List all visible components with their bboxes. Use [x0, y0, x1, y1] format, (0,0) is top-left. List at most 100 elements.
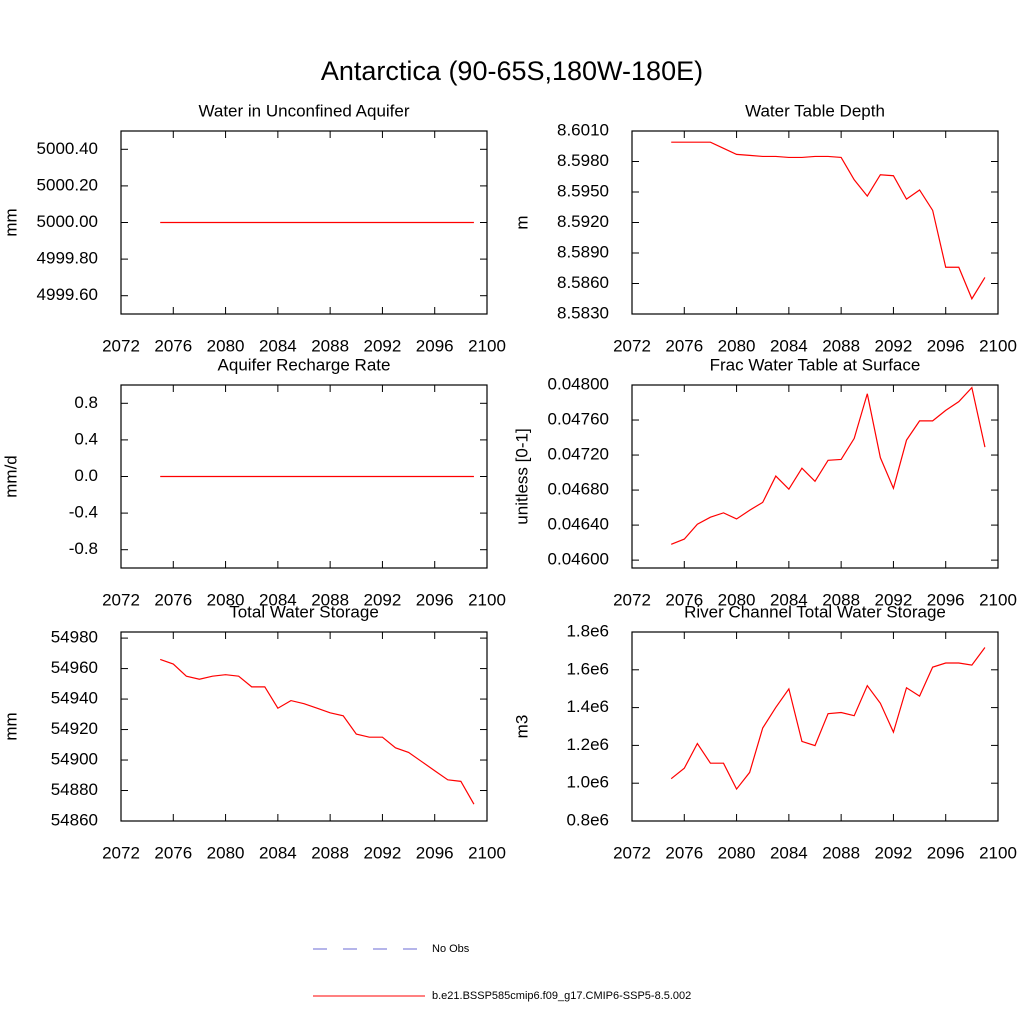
x-tick-label: 2092: [875, 336, 913, 355]
x-tick-label: 2072: [102, 590, 140, 609]
x-tick-label: 2096: [927, 590, 965, 609]
y-axis-label: unitless [0-1]: [512, 428, 531, 524]
x-tick-label: 2100: [979, 843, 1017, 862]
y-axis-label: m: [512, 215, 531, 229]
x-tick-label: 2084: [770, 590, 808, 609]
x-tick-label: 2088: [311, 590, 349, 609]
y-tick-label: 54960: [51, 658, 98, 677]
x-tick-label: 2088: [311, 843, 349, 862]
y-tick-label: 54860: [51, 810, 98, 829]
x-tick-label: 2080: [718, 336, 756, 355]
x-tick-label: 2084: [259, 590, 297, 609]
y-tick-label: 0.8: [74, 393, 98, 412]
y-tick-label: 5000.40: [37, 139, 98, 158]
y-tick-label: 8.5980: [557, 151, 609, 170]
legend-label: No Obs: [432, 943, 470, 955]
x-tick-label: 2100: [979, 590, 1017, 609]
legend-label: b.e21.BSSP585cmip6.f09_g17.CMIP6-SSP5-8.…: [432, 990, 691, 1002]
figure-title: Antarctica (90-65S,180W-180E): [321, 56, 703, 86]
x-tick-label: 2100: [468, 843, 506, 862]
y-tick-label: 8.5860: [557, 273, 609, 292]
x-tick-label: 2072: [102, 843, 140, 862]
y-tick-label: 8.5890: [557, 242, 609, 261]
x-tick-label: 2076: [154, 843, 192, 862]
y-tick-label: 0.04680: [548, 480, 609, 499]
x-tick-label: 2096: [416, 336, 454, 355]
panel-title: Water in Unconfined Aquifer: [198, 101, 409, 120]
y-tick-label: 1.8e6: [566, 621, 609, 640]
y-tick-label: 54980: [51, 628, 98, 647]
y-axis-label: mm: [1, 208, 20, 236]
x-tick-label: 2076: [665, 336, 703, 355]
y-tick-label: -0.8: [69, 539, 98, 558]
plot-frame: [120, 631, 488, 822]
x-tick-label: 2076: [665, 843, 703, 862]
data-line: [670, 386, 986, 545]
plot-frame: [631, 631, 999, 822]
panel-title: Aquifer Recharge Rate: [218, 355, 391, 374]
plot-frame: [631, 130, 999, 315]
x-tick-label: 2072: [102, 336, 140, 355]
y-tick-label: 54880: [51, 780, 98, 799]
y-tick-label: 0.04760: [548, 410, 609, 429]
y-tick-label: 4999.80: [37, 249, 98, 268]
x-tick-label: 2084: [770, 336, 808, 355]
data-line: [670, 647, 986, 791]
x-tick-label: 2100: [979, 336, 1017, 355]
x-tick-label: 2092: [364, 843, 402, 862]
y-tick-label: 0.04600: [548, 550, 609, 569]
y-tick-label: 8.6010: [557, 120, 609, 139]
x-tick-label: 2072: [613, 843, 651, 862]
y-tick-label: 1.2e6: [566, 735, 609, 754]
x-tick-label: 2080: [718, 590, 756, 609]
x-tick-label: 2100: [468, 336, 506, 355]
data-line: [160, 658, 475, 805]
x-tick-label: 2092: [875, 843, 913, 862]
y-tick-label: 54920: [51, 719, 98, 738]
x-tick-label: 2076: [154, 590, 192, 609]
y-tick-label: 8.5830: [557, 303, 609, 322]
x-tick-label: 2096: [927, 336, 965, 355]
panel-title: Frac Water Table at Surface: [710, 355, 921, 374]
x-tick-label: 2080: [718, 843, 756, 862]
x-tick-label: 2088: [822, 336, 860, 355]
plot-frame: [631, 384, 999, 569]
x-tick-label: 2084: [259, 843, 297, 862]
y-axis-label: mm/d: [1, 455, 20, 498]
y-tick-label: 0.04800: [548, 374, 609, 393]
x-tick-label: 2092: [875, 590, 913, 609]
y-tick-label: 1.6e6: [566, 659, 609, 678]
x-tick-label: 2092: [364, 336, 402, 355]
y-tick-label: 4999.60: [37, 285, 98, 304]
y-tick-label: 54940: [51, 689, 98, 708]
y-tick-label: 5000.20: [37, 175, 98, 194]
x-tick-label: 2076: [665, 590, 703, 609]
x-tick-label: 2088: [311, 336, 349, 355]
y-axis-label: m3: [512, 715, 531, 739]
y-tick-label: 0.4: [74, 429, 98, 448]
panel-title: Water Table Depth: [745, 101, 885, 120]
x-tick-label: 2084: [259, 336, 297, 355]
x-tick-label: 2084: [770, 843, 808, 862]
x-tick-label: 2080: [207, 843, 245, 862]
data-line: [671, 141, 986, 301]
y-tick-label: 54900: [51, 750, 98, 769]
y-axis-label: mm: [1, 712, 20, 740]
y-tick-label: 8.5920: [557, 212, 609, 231]
y-tick-label: -0.4: [69, 503, 98, 522]
y-tick-label: 1.4e6: [566, 697, 609, 716]
x-tick-label: 2072: [613, 336, 651, 355]
x-tick-label: 2088: [822, 590, 860, 609]
x-tick-label: 2080: [207, 336, 245, 355]
x-tick-label: 2088: [822, 843, 860, 862]
x-tick-label: 2076: [154, 336, 192, 355]
y-tick-label: 0.04640: [548, 515, 609, 534]
panel-title: River Channel Total Water Storage: [684, 602, 946, 621]
y-tick-label: 0.8e6: [566, 810, 609, 829]
x-tick-label: 2096: [416, 843, 454, 862]
x-tick-label: 2100: [468, 590, 506, 609]
x-tick-label: 2092: [364, 590, 402, 609]
y-tick-label: 5000.00: [37, 212, 98, 231]
x-tick-label: 2096: [416, 590, 454, 609]
